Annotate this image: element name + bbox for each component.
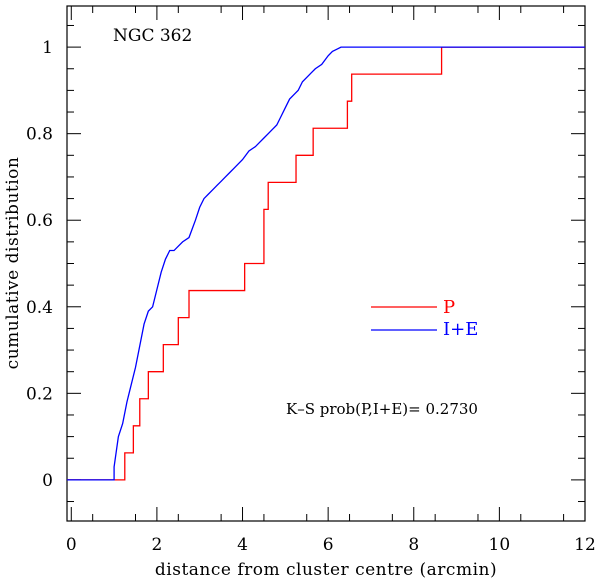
legend-label-p: P xyxy=(443,297,455,318)
x-tick-label: 4 xyxy=(237,535,248,555)
legend: P I+E xyxy=(371,297,478,340)
y-axis-title: cumulative distribution xyxy=(3,157,23,370)
y-tick-label: 1 xyxy=(42,38,53,58)
chart-title: NGC 362 xyxy=(113,26,192,46)
axis-tick-labels: 0 2 4 6 8 10 12 0 0.2 0.4 0.6 0.8 1 xyxy=(26,38,596,555)
y-tick-label: 0.8 xyxy=(26,125,53,145)
series-ie-line xyxy=(67,46,585,481)
plot-frame xyxy=(66,5,586,522)
axis-ticks xyxy=(67,6,586,521)
legend-label-ie: I+E xyxy=(443,319,478,340)
x-tick-label: 6 xyxy=(323,535,334,555)
x-tick-label: 10 xyxy=(489,535,511,555)
y-tick-label: 0.4 xyxy=(26,298,53,318)
series-p-line xyxy=(67,46,585,481)
x-tick-label: 0 xyxy=(66,535,77,555)
y-tick-label: 0.6 xyxy=(26,211,53,231)
y-tick-label: 0 xyxy=(42,471,53,491)
x-tick-label: 12 xyxy=(574,535,596,555)
x-tick-label: 8 xyxy=(408,535,419,555)
ks-annotation: K–S prob(P,I+E)= 0.2730 xyxy=(286,400,478,418)
x-axis-title: distance from cluster centre (arcmin) xyxy=(155,560,497,580)
series-layer xyxy=(67,46,585,481)
x-tick-label: 2 xyxy=(151,535,162,555)
y-tick-label: 0.2 xyxy=(26,384,53,404)
